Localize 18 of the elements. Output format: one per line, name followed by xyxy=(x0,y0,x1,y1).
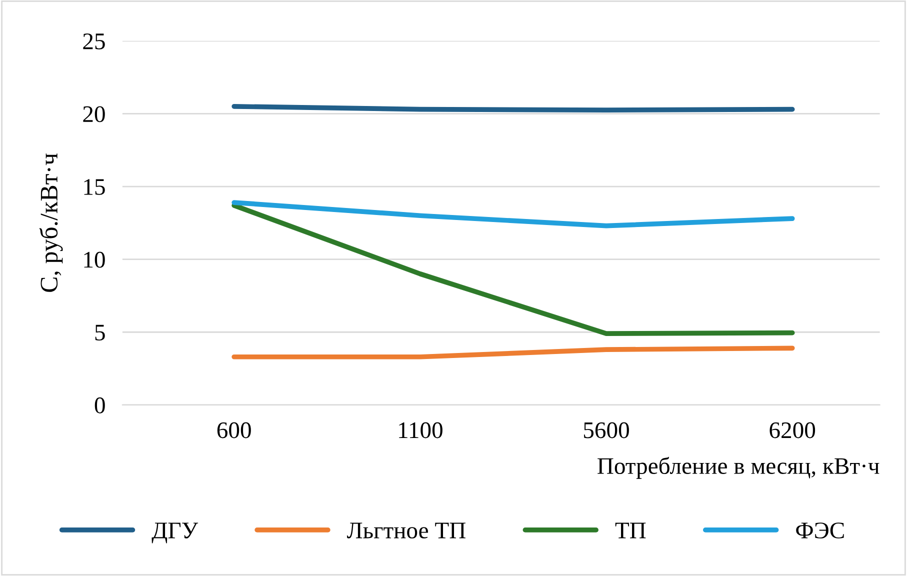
y-tick-label: 25 xyxy=(83,33,105,50)
y-tick-label: 5 xyxy=(95,324,105,341)
line-series xyxy=(232,200,795,228)
x-tick-label: 1100 xyxy=(399,422,442,438)
y-axis-title: C, руб./кВт·ч xyxy=(39,153,63,292)
y-tick-label: 0 xyxy=(94,397,105,414)
legend-label: Льгтное ТП xyxy=(347,522,466,538)
line-series xyxy=(232,203,795,336)
x-tick-label: 6200 xyxy=(770,422,816,438)
y-tick-label: 10 xyxy=(84,252,105,268)
y-tick-label: 15 xyxy=(84,179,105,195)
y-tick-label: 20 xyxy=(83,106,105,122)
x-tick-label: 5600 xyxy=(584,422,629,438)
x-tick-label: 600 xyxy=(217,422,251,438)
x-axis-title: Потребление в месяц, кВт·ч xyxy=(598,456,880,479)
legend-label: ТП xyxy=(615,522,646,538)
legend-label: ФЭС xyxy=(796,522,844,538)
legend-label: ДГУ xyxy=(152,522,198,544)
